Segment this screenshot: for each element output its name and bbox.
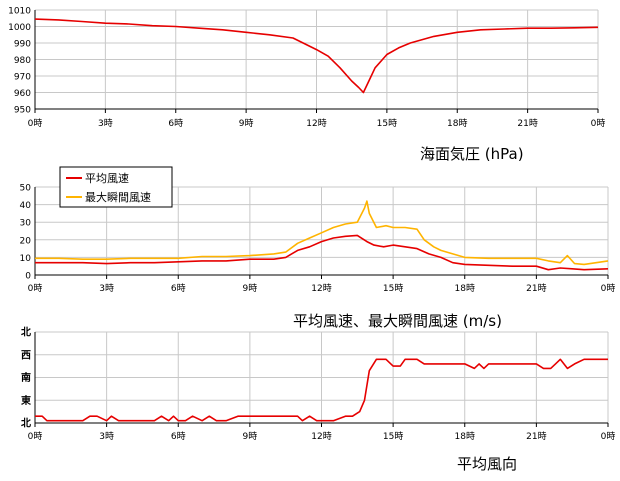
x-tick-label: 0時	[28, 431, 43, 442]
y-tick-label: 1010	[8, 7, 31, 17]
y-tick-label: 950	[14, 106, 31, 116]
series-line-chart2-series0	[35, 358, 608, 422]
x-tick-label: 18時	[455, 431, 475, 442]
x-tick-label: 3時	[99, 283, 114, 294]
x-tick-label: 3時	[98, 118, 113, 129]
y-tick-label: 40	[20, 201, 32, 211]
wind-speed-legend: 平均風速 最大瞬間風速	[59, 166, 173, 208]
y-tick-label: 北	[21, 326, 31, 339]
series-line-chart0-series0	[34, 18, 599, 94]
y-tick-label: 970	[14, 73, 31, 83]
y-tick-label: 50	[20, 184, 32, 194]
x-tick-label: 15時	[377, 118, 397, 129]
x-tick-label: 6時	[171, 283, 186, 294]
x-tick-label: 6時	[168, 118, 183, 129]
x-tick-label: 18時	[447, 118, 467, 129]
x-tick-label: 0時	[28, 283, 43, 294]
y-tick-label: 北	[21, 417, 31, 430]
y-tick-label: 1000	[8, 23, 31, 33]
pressure-chart-title: 海面気圧 (hPa)	[420, 145, 524, 163]
x-tick-label: 6時	[171, 431, 186, 442]
legend-label-avg: 平均風速	[85, 172, 129, 185]
legend-label-max: 最大瞬間風速	[85, 190, 151, 204]
x-tick-label: 0時	[601, 431, 616, 442]
wind-speed-chart-title: 平均風速、最大瞬間風速 (m/s)	[293, 312, 502, 330]
x-tick-label: 3時	[99, 431, 114, 442]
y-tick-label: 20	[20, 236, 32, 246]
x-tick-label: 12時	[306, 118, 326, 129]
legend-box	[59, 166, 173, 208]
pressure-chart: 950 960 970 980 990 1000 1010 0時 3時 6時 9時 12時 15時 18時…	[8, 7, 605, 130]
x-tick-label: 9時	[239, 118, 254, 129]
y-tick-label: 南	[21, 371, 31, 384]
x-tick-label: 9時	[243, 431, 258, 442]
x-tick-label: 12時	[311, 283, 331, 294]
x-tick-label: 15時	[383, 431, 403, 442]
x-tick-label: 0時	[591, 118, 606, 129]
y-tick-label: 960	[14, 89, 31, 99]
x-tick-label: 0時	[28, 118, 43, 129]
x-tick-label: 21時	[526, 431, 546, 442]
x-tick-label: 18時	[455, 283, 475, 294]
x-tick-label: 21時	[526, 283, 546, 294]
y-tick-label: 0	[25, 272, 31, 282]
series-line-最大瞬間風速	[35, 200, 609, 266]
wind-direction-chart-title: 平均風向	[457, 455, 517, 473]
x-tick-label: 0時	[601, 283, 616, 294]
y-tick-label: 30	[20, 219, 32, 229]
series-line-平均風速	[35, 234, 609, 271]
x-tick-label: 12時	[311, 431, 331, 442]
x-tick-label: 21時	[517, 118, 537, 129]
y-tick-label: 980	[14, 56, 31, 66]
x-tick-label: 15時	[383, 283, 403, 294]
y-tick-label: 10	[20, 254, 32, 264]
x-tick-label: 9時	[243, 283, 258, 294]
y-tick-label: 西	[21, 349, 31, 361]
y-tick-label: 東	[21, 394, 31, 407]
y-tick-label: 990	[14, 40, 31, 50]
